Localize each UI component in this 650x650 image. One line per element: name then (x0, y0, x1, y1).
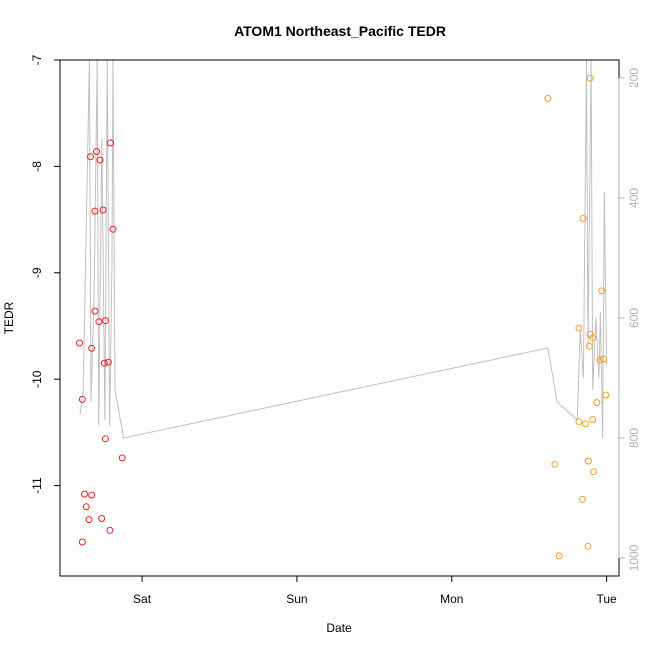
x-tick-label-sat: Sat (133, 592, 152, 606)
data-point-s1-6 (85, 516, 93, 524)
data-point-s1-1 (76, 339, 83, 347)
data-point-s1-19 (101, 435, 109, 443)
data-point-s1-2 (78, 395, 86, 403)
data-point-s2-12 (586, 74, 594, 82)
y-tick-label: -8 (30, 161, 44, 172)
data-point-s1-7 (87, 153, 94, 161)
data-point-s2-9 (584, 542, 592, 550)
data-point-s2-11 (585, 342, 593, 350)
data-point-s1-24 (118, 454, 126, 462)
data-points-layer (76, 74, 610, 560)
y-right-tick-label: 200 (627, 68, 641, 88)
data-point-s2-4 (575, 324, 583, 332)
data-point-s2-7 (579, 215, 587, 222)
data-point-s2-2 (551, 460, 559, 468)
data-point-s1-4 (82, 503, 90, 511)
data-point-s1-14 (96, 156, 104, 164)
data-point-s1-17 (100, 359, 108, 367)
y-tick-label: -10 (30, 370, 44, 388)
data-point-s1-18 (101, 317, 109, 325)
data-point-s1-16 (99, 206, 107, 214)
data-point-s1-21 (106, 526, 114, 534)
y-right-tick-label: 600 (627, 308, 641, 328)
y-tick-label: -11 (30, 477, 44, 494)
data-point-s1-23 (109, 225, 117, 233)
data-point-s1-12 (93, 148, 100, 155)
chart-title: ATOM1 Northeast_Pacific TEDR (234, 23, 446, 39)
x-axis-label: Date (326, 621, 352, 635)
data-point-s2-3 (555, 552, 563, 560)
data-point-s1-20 (104, 358, 112, 366)
x-axis: Sat Sun Mon Tue (133, 575, 617, 606)
data-point-s1-10 (91, 307, 99, 315)
data-point-s2-21 (602, 391, 610, 399)
data-point-s2-10 (584, 457, 592, 465)
y-axis-label: TEDR (2, 301, 16, 334)
data-point-s1-15 (98, 515, 106, 522)
y-right-tick-label: 1000 (627, 544, 641, 571)
x-tick-label-mon: Mon (440, 592, 463, 606)
data-point-s2-8 (581, 420, 589, 428)
data-point-s2-15 (589, 334, 597, 342)
data-point-s2-19 (598, 287, 606, 295)
y-axis-right: 200 400 600 800 1000 (618, 68, 641, 571)
data-point-s1-5 (78, 538, 86, 546)
data-point-s1-22 (107, 139, 114, 147)
x-tick-label-tue: Tue (596, 592, 617, 606)
data-point-s2-5 (575, 418, 583, 426)
data-point-s1-9 (88, 491, 96, 499)
data-point-s2-14 (589, 416, 597, 424)
y-tick-label: -7 (30, 54, 44, 65)
altitude-line-layer (79, 59, 608, 439)
data-point-s1-8 (88, 344, 96, 352)
x-tick-label-sun: Sun (286, 592, 307, 606)
data-point-s1-3 (81, 490, 88, 498)
data-point-s2-6 (579, 495, 586, 503)
data-point-s1-13 (95, 318, 103, 326)
data-point-s2-20 (600, 355, 607, 363)
data-point-s2-1 (544, 94, 552, 102)
y-tick-label: -9 (30, 267, 44, 278)
y-axis: -11 -10 -9 -8 -7 (30, 54, 61, 494)
data-point-s1-11 (91, 207, 99, 215)
data-point-s2-18 (596, 356, 604, 364)
y-right-tick-label: 800 (627, 428, 641, 448)
altitude-line (79, 59, 608, 439)
y-right-tick-label: 400 (627, 188, 641, 208)
data-point-s2-17 (593, 399, 601, 407)
data-point-s2-16 (590, 468, 598, 476)
